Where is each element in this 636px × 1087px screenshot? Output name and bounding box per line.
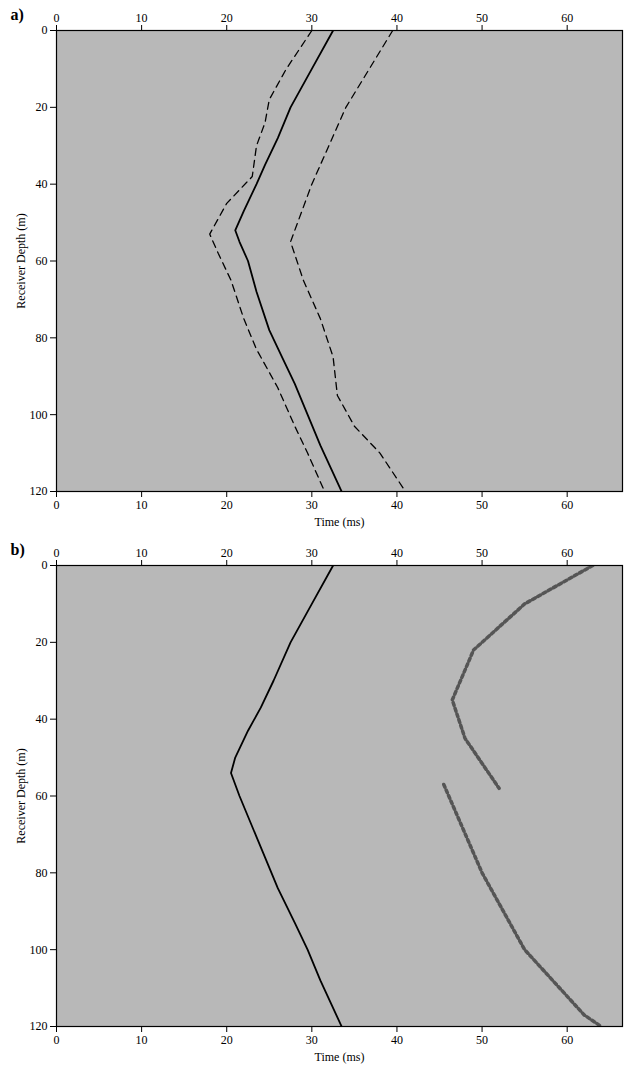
svg-text:40: 40: [36, 177, 48, 191]
svg-text:b): b): [11, 541, 25, 559]
svg-text:20: 20: [221, 498, 233, 512]
svg-text:Receiver Depth (m): Receiver Depth (m): [14, 213, 28, 308]
svg-text:50: 50: [476, 546, 488, 560]
svg-text:10: 10: [136, 1033, 148, 1047]
svg-text:120: 120: [30, 1019, 48, 1033]
svg-text:20: 20: [36, 635, 48, 649]
svg-text:60: 60: [36, 789, 48, 803]
svg-text:80: 80: [36, 866, 48, 880]
svg-text:40: 40: [391, 11, 403, 25]
svg-text:0: 0: [54, 498, 60, 512]
svg-text:50: 50: [476, 11, 488, 25]
svg-text:100: 100: [30, 408, 48, 422]
svg-text:0: 0: [42, 558, 48, 572]
svg-text:Time (ms): Time (ms): [315, 515, 365, 529]
svg-text:10: 10: [136, 11, 148, 25]
svg-text:40: 40: [391, 546, 403, 560]
svg-text:30: 30: [306, 546, 318, 560]
svg-text:20: 20: [221, 11, 233, 25]
svg-text:20: 20: [221, 546, 233, 560]
svg-text:50: 50: [476, 498, 488, 512]
svg-text:60: 60: [561, 11, 573, 25]
svg-text:120: 120: [30, 484, 48, 498]
svg-text:50: 50: [476, 1033, 488, 1047]
svg-text:10: 10: [136, 498, 148, 512]
svg-text:100: 100: [30, 943, 48, 957]
svg-text:60: 60: [561, 1033, 573, 1047]
svg-text:30: 30: [306, 11, 318, 25]
svg-text:Time (ms): Time (ms): [315, 1050, 365, 1064]
svg-text:20: 20: [36, 100, 48, 114]
svg-text:0: 0: [42, 23, 48, 37]
svg-text:30: 30: [306, 498, 318, 512]
svg-text:Receiver Depth (m): Receiver Depth (m): [14, 748, 28, 843]
svg-text:80: 80: [36, 331, 48, 345]
svg-text:40: 40: [36, 712, 48, 726]
svg-text:0: 0: [54, 11, 60, 25]
svg-text:60: 60: [36, 254, 48, 268]
svg-text:a): a): [11, 6, 24, 24]
svg-text:30: 30: [306, 1033, 318, 1047]
svg-text:60: 60: [561, 498, 573, 512]
svg-text:40: 40: [391, 1033, 403, 1047]
svg-text:40: 40: [391, 498, 403, 512]
svg-text:0: 0: [54, 546, 60, 560]
svg-text:60: 60: [561, 546, 573, 560]
svg-text:20: 20: [221, 1033, 233, 1047]
svg-text:0: 0: [54, 1033, 60, 1047]
svg-text:10: 10: [136, 546, 148, 560]
